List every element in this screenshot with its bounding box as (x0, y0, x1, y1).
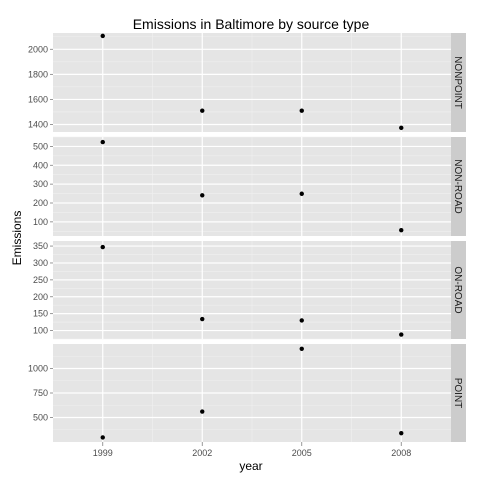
x-tick-label: 2008 (391, 448, 411, 458)
y-axis-title: Emissions (10, 211, 24, 266)
facet-panel-on-road: 100 150 200 250 300 350 ON-ROAD (33, 241, 466, 340)
y-tick-label: 1600 (28, 94, 48, 104)
facet-panel-nonpoint: 1400 1600 1800 2000 NONPOINT (28, 33, 466, 132)
y-tick-label: 1400 (28, 119, 48, 129)
data-point (299, 108, 304, 113)
facet-strip-label: NON-ROAD (452, 159, 463, 213)
data-point (299, 318, 304, 323)
x-tick-label: 2005 (292, 448, 312, 458)
facet-strip-label: NONPOINT (452, 56, 463, 109)
data-point (399, 125, 404, 131)
data-point (200, 108, 205, 113)
x-tick-label: 2002 (192, 448, 212, 458)
y-tick-label: 1800 (28, 69, 48, 79)
y-tick-label: 100 (33, 326, 48, 336)
data-point (100, 33, 105, 39)
facet-panel-non-road: 100 200 300 400 500 NON-ROAD (33, 136, 466, 236)
data-point (100, 435, 105, 440)
facet-panels: 1400 1600 1800 2000 NONPOINT 100 200 300 400 500 N… (28, 33, 466, 458)
data-point (200, 193, 205, 198)
chart-title: Emissions in Baltimore by source type (133, 16, 370, 32)
data-point (100, 244, 105, 250)
y-tick-label: 750 (33, 388, 48, 398)
data-point (200, 316, 205, 322)
facet-strip (451, 33, 466, 132)
y-tick-label: 500 (33, 141, 48, 151)
y-tick-label: 150 (33, 309, 48, 319)
y-tick-label: 100 (33, 217, 48, 227)
data-point (399, 227, 404, 233)
x-tick-label: 1999 (93, 448, 113, 458)
y-tick-label: 1000 (28, 364, 48, 374)
data-point (200, 409, 205, 414)
data-point (100, 139, 105, 145)
y-tick-label: 500 (33, 413, 48, 423)
data-point (399, 332, 404, 337)
facet-panel-point: 500 750 1000 POINT (28, 344, 466, 442)
facet-strip-label: POINT (452, 378, 463, 409)
facet-strip (451, 241, 466, 339)
y-tick-label: 350 (33, 241, 48, 251)
facet-strip (451, 137, 466, 236)
facet-strip (451, 344, 466, 442)
y-tick-label: 2000 (28, 44, 48, 54)
facet-strip-label: ON-ROAD (452, 266, 463, 313)
y-tick-label: 200 (33, 198, 48, 208)
data-point (299, 346, 304, 352)
x-axis-title: year (239, 459, 262, 473)
data-point (399, 430, 404, 436)
y-tick-label: 250 (33, 275, 48, 285)
y-tick-label: 300 (33, 179, 48, 189)
y-tick-label: 200 (33, 292, 48, 302)
y-tick-label: 400 (33, 160, 48, 170)
y-tick-label: 300 (33, 258, 48, 268)
data-point (299, 191, 304, 196)
